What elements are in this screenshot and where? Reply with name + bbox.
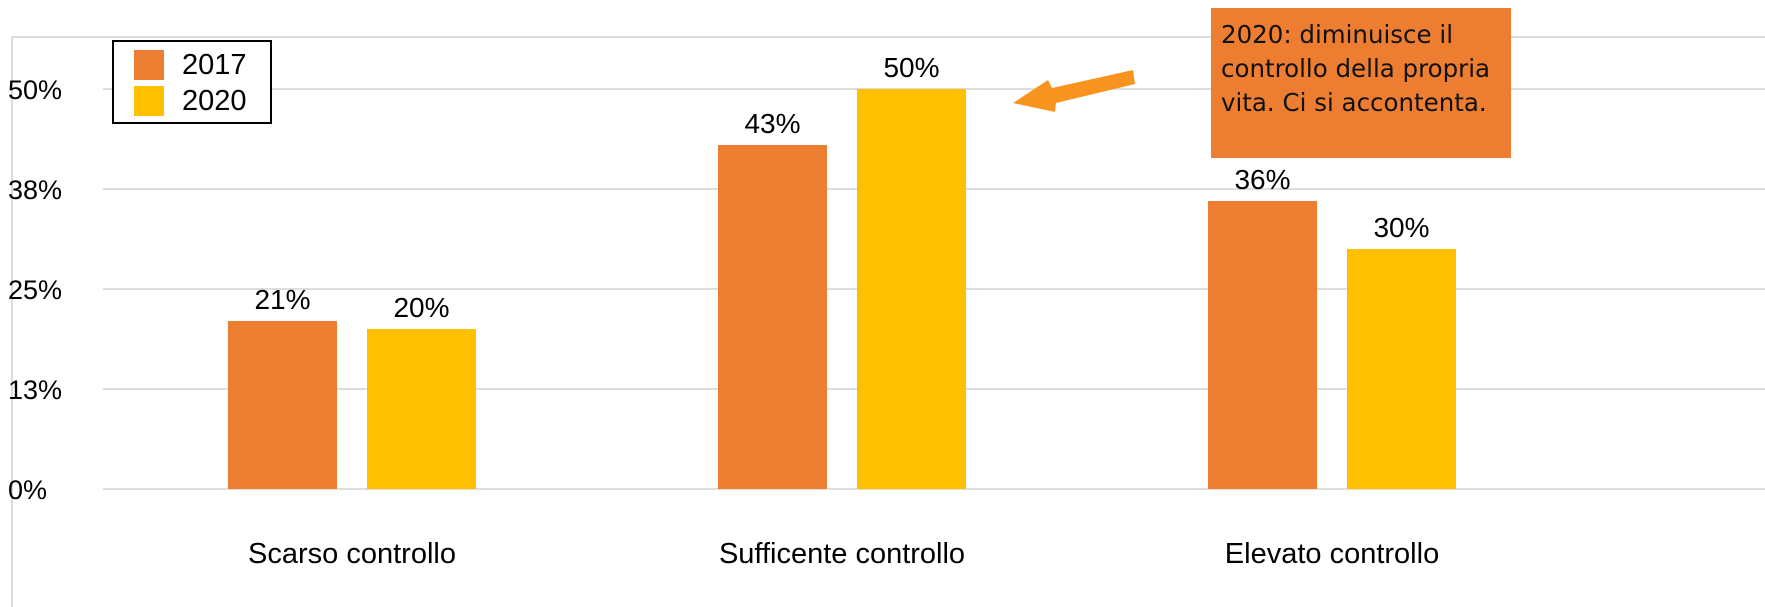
data-label: 30% xyxy=(1373,212,1429,243)
data-label: 36% xyxy=(1234,164,1290,195)
y-tick-label: 50% xyxy=(8,75,62,105)
x-tick-label: Scarso controllo xyxy=(248,538,456,570)
bar-2020-1 xyxy=(857,89,966,489)
data-label: 50% xyxy=(883,52,939,83)
legend-swatch-2020 xyxy=(134,86,164,116)
legend-label-2020: 2020 xyxy=(182,84,247,117)
bar-2020-0 xyxy=(367,329,476,489)
x-tick-label: Elevato controllo xyxy=(1225,538,1439,570)
bar-2017-0 xyxy=(228,321,337,489)
y-tick-label: 25% xyxy=(8,275,62,305)
bar-2020-2 xyxy=(1347,249,1456,489)
data-label: 20% xyxy=(393,292,449,323)
chart-legend: 2017 2020 xyxy=(112,40,272,124)
bar-2017-2 xyxy=(1208,201,1317,489)
annotation-box xyxy=(1211,8,1511,158)
annotation-callout: 2020: diminuisce il controllo della prop… xyxy=(1211,8,1511,158)
y-tick-label: 0% xyxy=(8,475,47,505)
legend-item-2017: 2017 xyxy=(134,48,247,81)
annotation-arrow xyxy=(1013,70,1135,112)
data-label: 21% xyxy=(254,284,310,315)
y-tick-label: 13% xyxy=(8,375,62,405)
legend-label-2017: 2017 xyxy=(182,48,247,81)
annotation-text: 2020: diminuisce il controllo della prop… xyxy=(1221,20,1491,117)
bar-2017-1 xyxy=(718,145,827,489)
x-tick-label: Sufficente controllo xyxy=(719,538,965,570)
legend-item-2020: 2020 xyxy=(134,84,247,117)
legend-swatch-2017 xyxy=(134,50,164,80)
data-label: 43% xyxy=(744,108,800,139)
y-tick-label: 38% xyxy=(8,175,62,205)
